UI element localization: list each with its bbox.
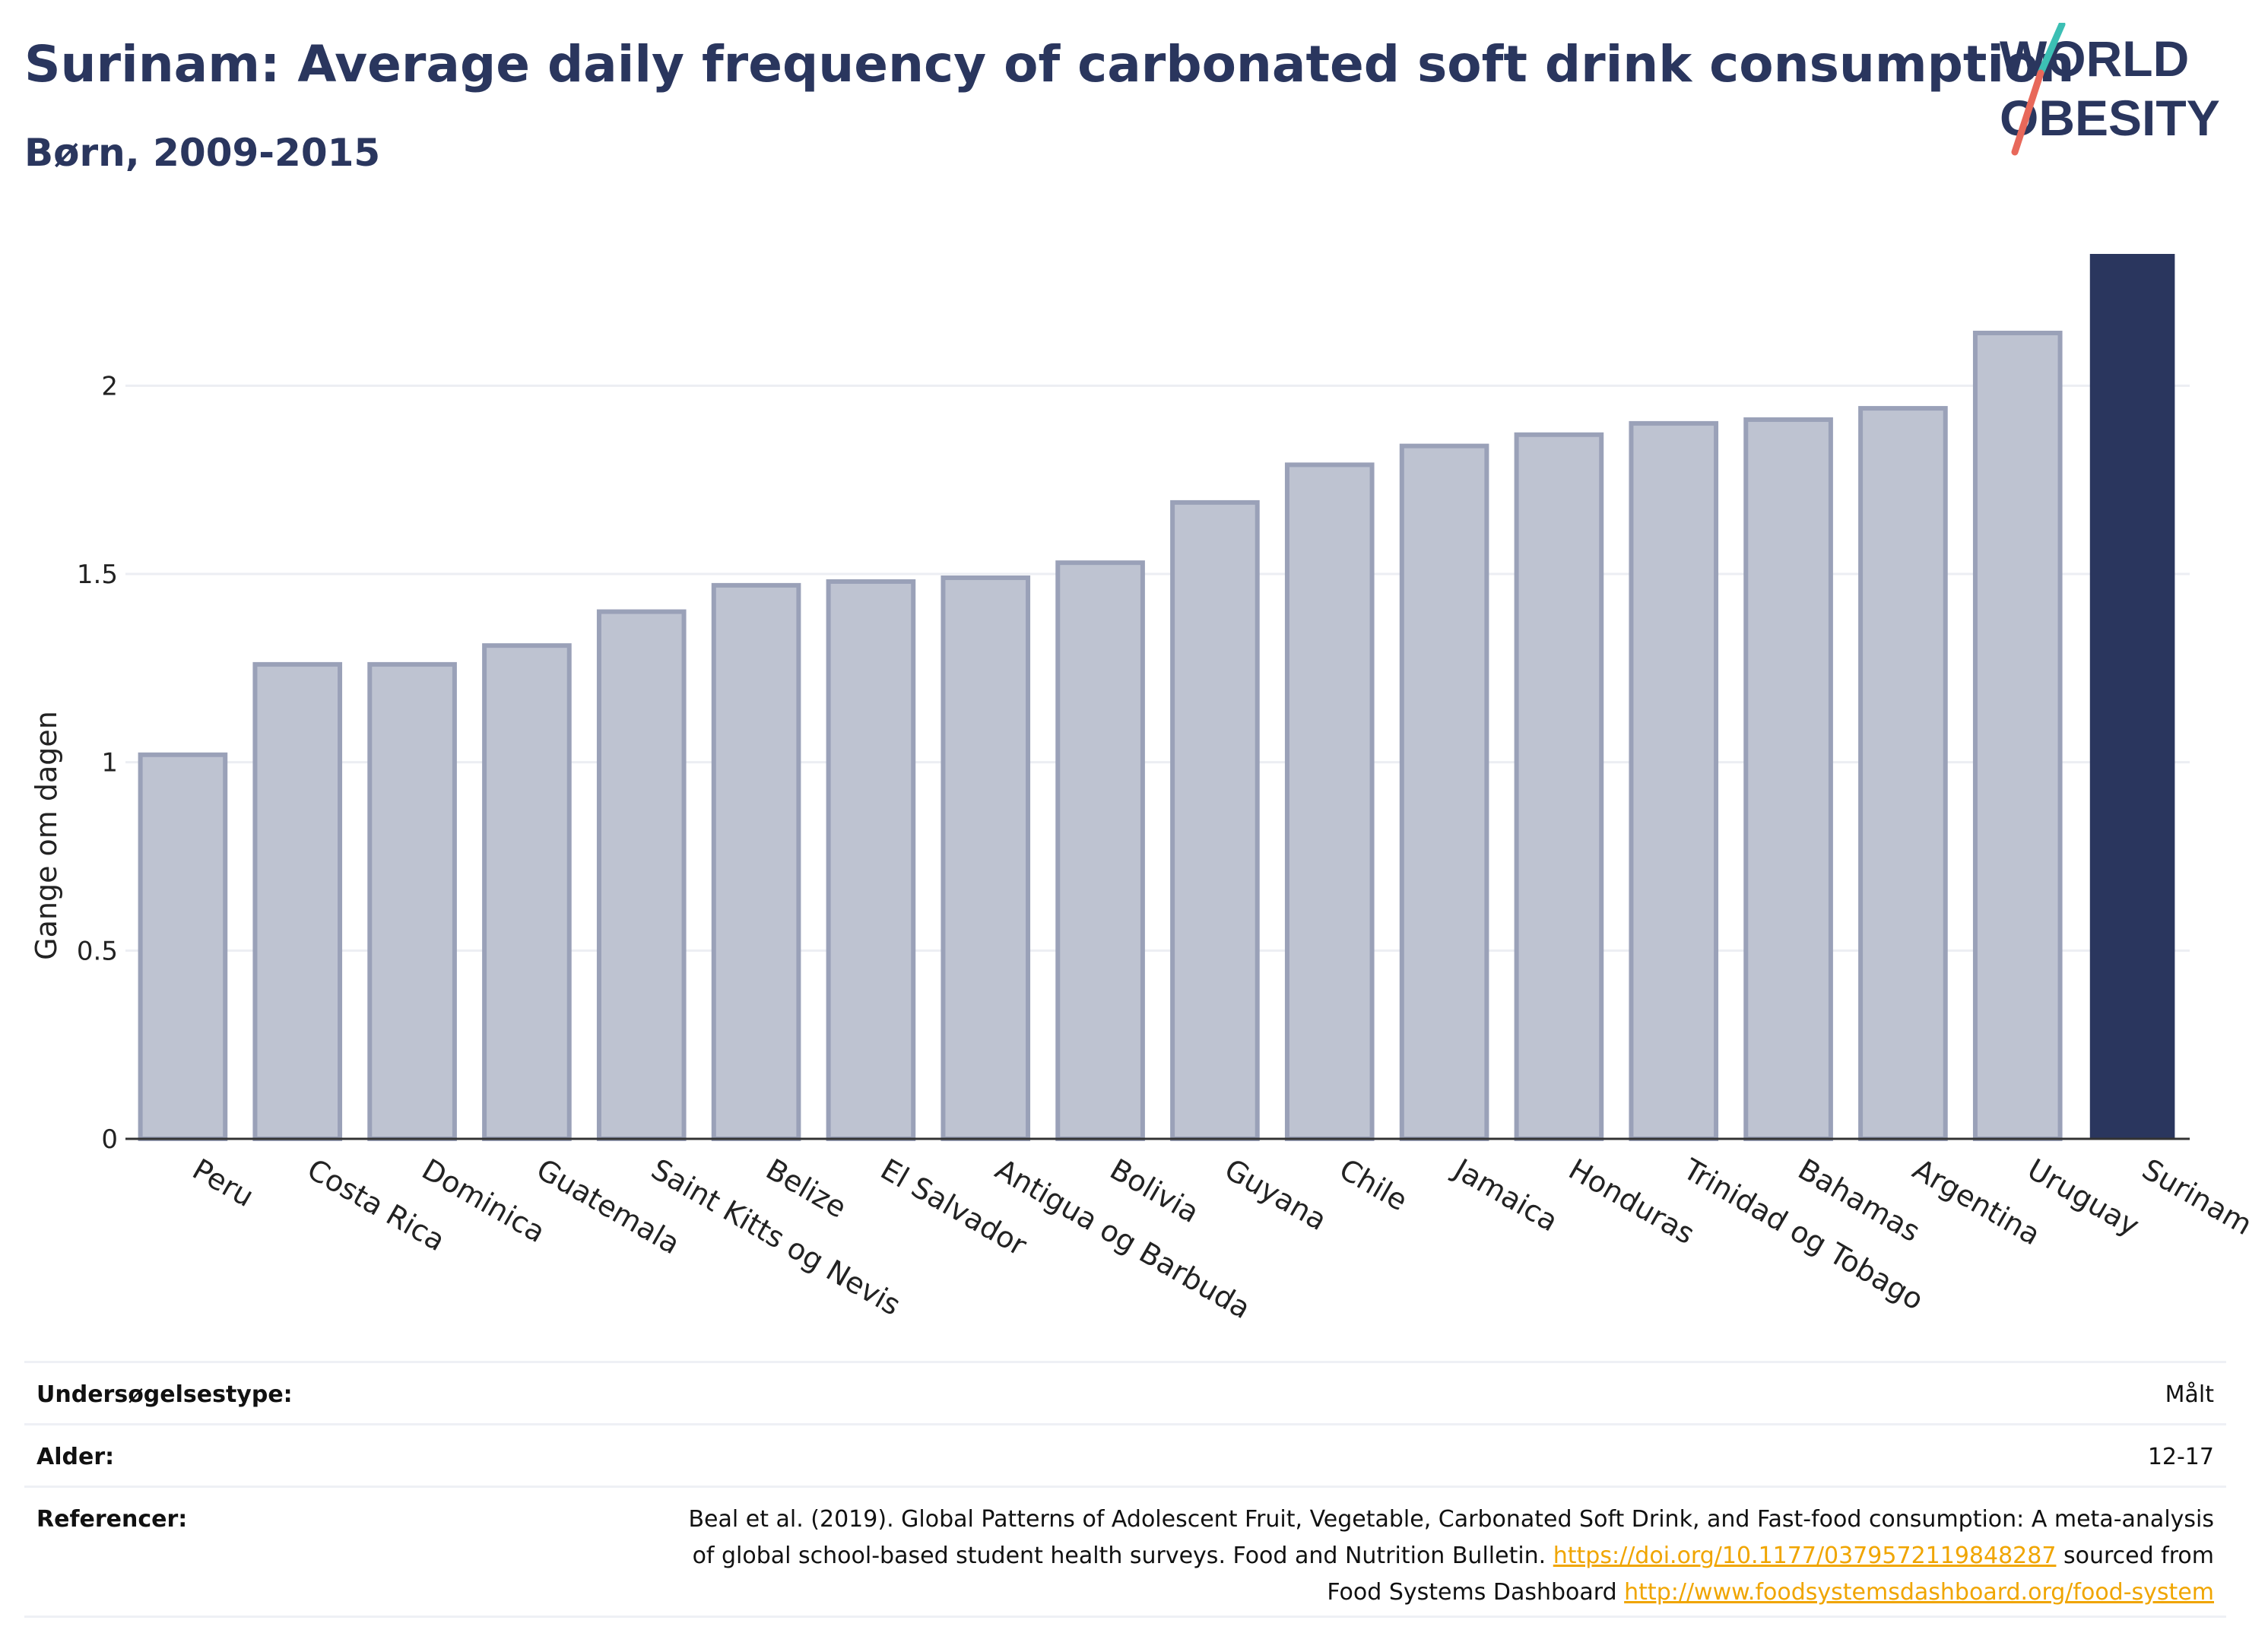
x-tick-label: Peru — [187, 1153, 259, 1213]
bar — [711, 582, 801, 1141]
bar — [1055, 560, 1145, 1141]
bar — [596, 609, 687, 1141]
bar — [1399, 443, 1489, 1141]
y-tick-label: 1 — [101, 748, 118, 778]
bar — [1743, 417, 1833, 1141]
y-tick-label: 0.5 — [77, 936, 118, 966]
meta-row-survey-type: Undersøgelsestype: Målt — [24, 1361, 2226, 1425]
logo-slash-coral — [2011, 69, 2044, 156]
reference-line-3: Food Systems Dashboard http://www.foodsy… — [688, 1574, 2214, 1611]
bar — [138, 752, 228, 1141]
bar — [1284, 462, 1375, 1141]
meta-value: 12-17 — [2147, 1444, 2214, 1470]
bar — [1629, 420, 1719, 1141]
bar — [1514, 432, 1604, 1141]
logo-text-obesity: OBESITY — [2000, 90, 2220, 146]
bar — [482, 643, 572, 1141]
bar — [367, 661, 457, 1141]
logo-slash-teal — [2037, 23, 2066, 77]
chart-title: Surinam: Average daily frequency of carb… — [24, 35, 2075, 94]
reference-line-2: of global school-based student health su… — [688, 1538, 2214, 1574]
meta-row-age: Alder: 12-17 — [24, 1423, 2226, 1488]
doi-link[interactable]: https://doi.org/10.1177/0379572119848287 — [1553, 1543, 2057, 1569]
bar — [252, 661, 343, 1141]
bar — [2089, 254, 2175, 1139]
x-tick-label: Jamaica — [1447, 1152, 1563, 1238]
references-text: Beal et al. (2019). Global Patterns of A… — [688, 1501, 2214, 1611]
bar — [826, 579, 916, 1141]
reference-text: of global school-based student health su… — [692, 1543, 1553, 1569]
meta-label: Referencer: — [36, 1506, 188, 1533]
meta-row-references: Referencer: Beal et al. (2019). Global P… — [24, 1486, 2226, 1618]
meta-value: Målt — [2165, 1381, 2214, 1408]
bar — [1858, 406, 1948, 1141]
y-tick-label: 1.5 — [77, 560, 118, 590]
meta-label: Undersøgelsestype: — [36, 1381, 293, 1408]
reference-text: sourced from — [2056, 1543, 2214, 1569]
bar — [1972, 331, 2063, 1142]
reference-line-1: Beal et al. (2019). Global Patterns of A… — [688, 1506, 2214, 1533]
x-tick-label: Argentina — [1907, 1153, 2046, 1252]
dashboard-link[interactable]: http://www.foodsystemsdashboard.org/food… — [1624, 1579, 2214, 1606]
meta-label: Alder: — [36, 1444, 115, 1470]
reference-text: Food Systems Dashboard — [1327, 1579, 1625, 1606]
logo-text-world: WORLD — [2000, 30, 2189, 87]
y-tick-label: 0 — [101, 1124, 118, 1155]
x-tick-label: Honduras — [1563, 1153, 1700, 1251]
x-tick-label: Guyana — [1219, 1153, 1332, 1237]
y-axis-label: Gange om dagen — [30, 711, 63, 960]
x-tick-label: Chile — [1334, 1153, 1413, 1218]
world-obesity-logo: WORLD OBESITY — [2000, 23, 2220, 156]
y-tick-label: 2 — [101, 371, 118, 401]
bar — [1170, 499, 1260, 1141]
x-tick-label: Belize — [760, 1153, 852, 1225]
x-tick-label: Surinam — [2136, 1153, 2249, 1241]
chart-subtitle: Børn, 2009-2015 — [24, 131, 381, 175]
bar — [941, 575, 1031, 1141]
